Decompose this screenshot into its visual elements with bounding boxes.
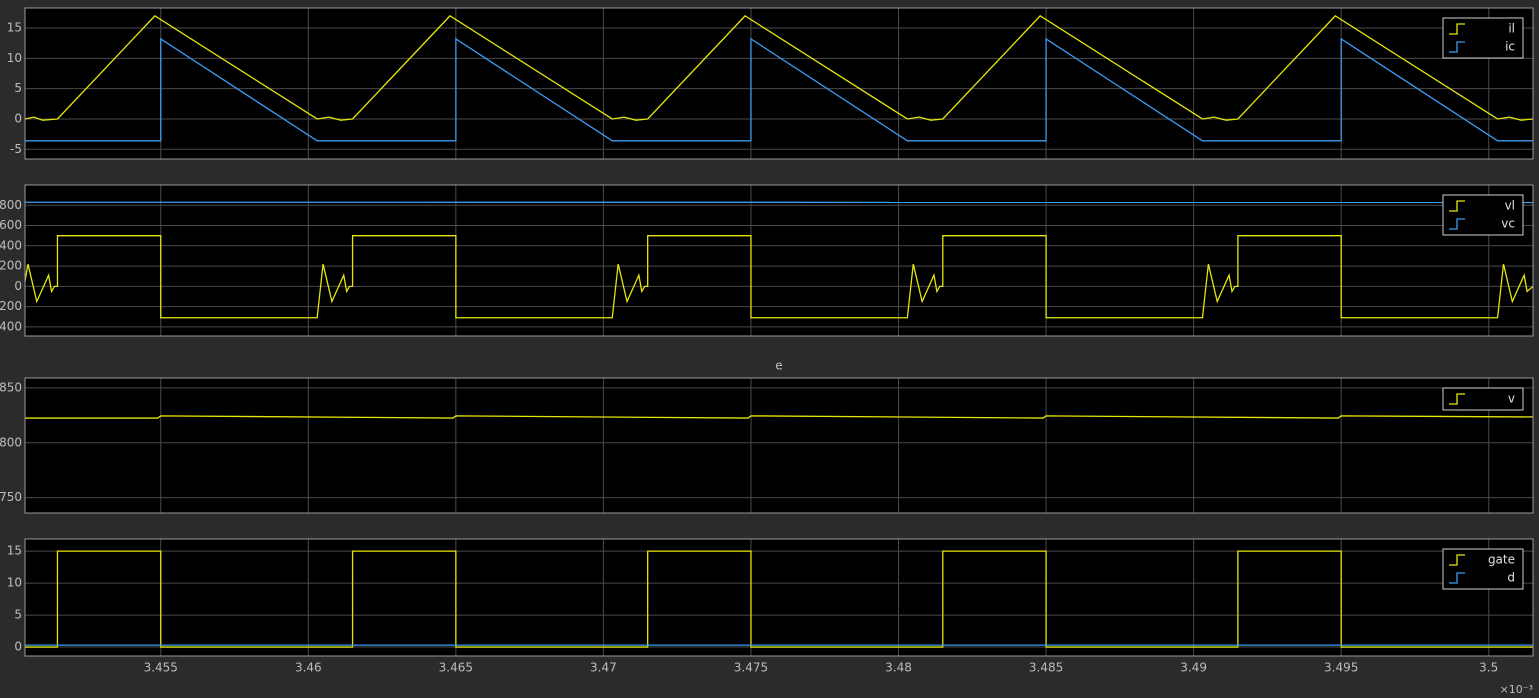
series-line	[25, 415, 1534, 419]
legend-label: d	[1507, 571, 1515, 585]
x-tick-label: 3.5	[1479, 661, 1498, 675]
legend-icon	[1449, 554, 1465, 566]
x-tick-label: 3.465	[439, 661, 473, 675]
series-line	[25, 37, 1533, 142]
legend: gate d	[1442, 548, 1524, 590]
x-tick-label: 3.47	[590, 661, 617, 675]
y-tick-label: 800	[0, 435, 22, 449]
x-tick-label: 3.46	[295, 661, 322, 675]
y-tick-label: -5	[10, 142, 22, 156]
y-tick-label: -200	[0, 299, 22, 313]
x-tick-label: 3.455	[144, 661, 178, 675]
y-tick-label: -400	[0, 319, 22, 333]
y-tick-label: 0	[14, 279, 22, 293]
y-tick-label: 15	[7, 544, 22, 558]
y-tick-label: 850	[0, 380, 22, 394]
legend-label: v	[1508, 392, 1515, 406]
x-tick-label: 3.495	[1324, 661, 1358, 675]
x-tick-label: 3.48	[885, 661, 912, 675]
series-line	[24, 235, 1534, 319]
legend-label: vl	[1505, 199, 1515, 213]
y-tick-label: 0	[14, 111, 22, 125]
axes-background	[25, 185, 1533, 336]
legend: il ic	[1442, 17, 1524, 59]
legend-icon	[1449, 218, 1465, 230]
axes-border	[24, 377, 1534, 514]
y-tick-label: 400	[0, 238, 22, 252]
axes-background	[25, 539, 1533, 656]
panel: 750 800 850 e v	[0, 359, 1534, 514]
legend-icon	[1449, 41, 1465, 53]
legend-icon	[1449, 572, 1465, 584]
legend-label: il	[1508, 22, 1515, 36]
x-tick-label: 3.49	[1180, 661, 1207, 675]
legend-icon	[1449, 393, 1465, 405]
axes-border	[24, 184, 1534, 337]
legend-box	[1442, 17, 1524, 59]
panel: -5 0 5 10 15 il ic	[7, 7, 1534, 160]
panel-title: e	[775, 359, 782, 373]
y-tick-label: 200	[0, 259, 22, 273]
legend: v	[1442, 387, 1524, 411]
panel: 3.455 3.46 3.465 3.47 3.475 3.48 3.485 3.49 3.49…	[7, 538, 1534, 696]
y-tick-label: 800	[0, 198, 22, 212]
axes-border	[24, 538, 1534, 657]
series-line	[24, 15, 1534, 121]
x-exponent: ×10⁻³	[1500, 683, 1533, 696]
axes-background	[25, 378, 1533, 513]
axes-border	[24, 7, 1534, 160]
legend-label: gate	[1488, 553, 1515, 567]
y-tick-label: 5	[14, 608, 22, 622]
y-tick-label: 10	[7, 576, 22, 590]
legend: vl vc	[1442, 194, 1524, 236]
legend-icon	[1449, 200, 1465, 212]
axes-background	[25, 8, 1533, 159]
panel: -400 -200 0 200 400 600 800 vl vc	[0, 184, 1534, 337]
y-tick-label: 0	[14, 640, 22, 654]
y-tick-label: 10	[7, 51, 22, 65]
legend-label: ic	[1505, 40, 1515, 54]
series-line	[25, 550, 1533, 648]
legend-box	[1442, 548, 1524, 590]
y-tick-label: 750	[0, 490, 22, 504]
legend-icon	[1449, 23, 1465, 35]
y-tick-label: 600	[0, 218, 22, 232]
y-tick-label: 15	[7, 21, 22, 35]
legend-box	[1442, 194, 1524, 236]
y-tick-label: 5	[14, 81, 22, 95]
x-tick-label: 3.485	[1029, 661, 1063, 675]
x-tick-label: 3.475	[734, 661, 768, 675]
legend-label: vc	[1501, 217, 1515, 231]
